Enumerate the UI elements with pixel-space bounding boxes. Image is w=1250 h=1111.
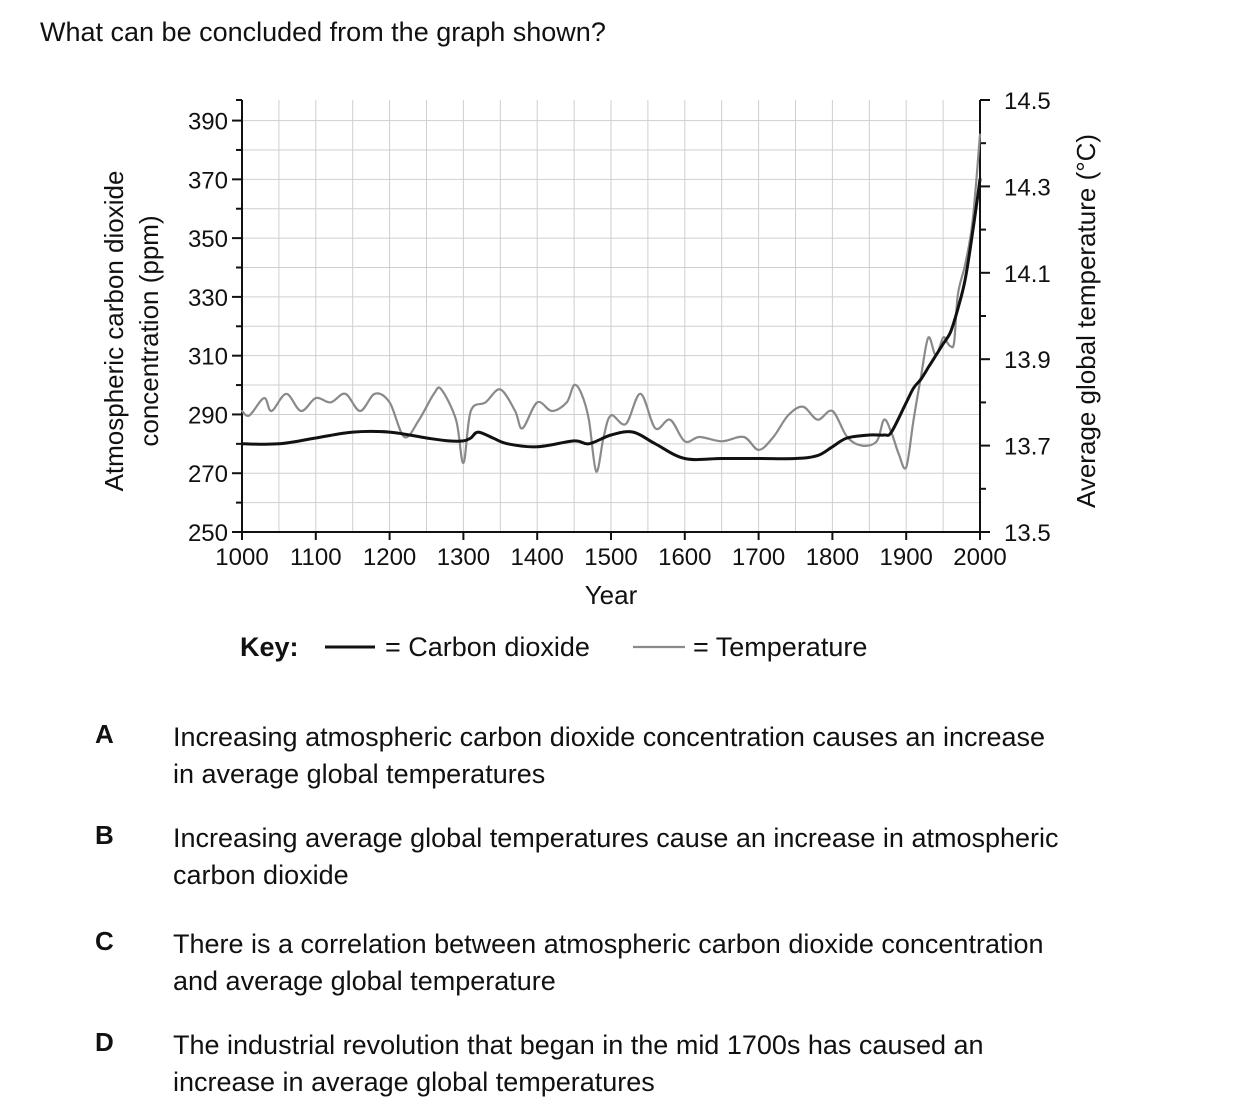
co2-temperature-chart: 250 270 290 310 330 350 370 390 13.5 13.7 13.9 14.1…: [99, 88, 1101, 662]
option-letter: B: [95, 820, 114, 850]
x-tick-label: 2000: [953, 544, 1006, 571]
right-tick-label: 14.1: [1004, 261, 1051, 288]
legend-label-carbon-dioxide: = Carbon dioxide: [385, 632, 590, 662]
option-text: Increasing atmospheric carbon dioxide co…: [173, 722, 1046, 789]
legend-title: Key:: [240, 632, 299, 662]
x-axis-title: Year: [585, 580, 638, 610]
grid-lines: [241, 100, 981, 533]
x-tick-label: 1300: [437, 544, 490, 571]
option-letter: A: [95, 719, 114, 749]
right-tick-label: 13.7: [1004, 434, 1051, 461]
option-text: Increasing average global temperatures c…: [173, 823, 1059, 890]
x-tick-label: 1500: [584, 544, 637, 571]
option-letter: D: [95, 1027, 114, 1057]
left-tick-label: 270: [188, 461, 228, 488]
legend: Key: = Carbon dioxide = Temperature: [240, 632, 867, 662]
left-tick-label: 350: [188, 226, 228, 253]
option-letter: C: [95, 926, 114, 956]
left-tick-label: 310: [188, 344, 228, 371]
left-tick-label: 290: [188, 402, 228, 429]
axes: [232, 99, 990, 540]
x-tick-label: 1000: [215, 544, 268, 571]
option-text: There is a correlation between atmospher…: [173, 929, 1044, 996]
left-tick-label: 370: [188, 167, 228, 194]
left-axis-title-line1: Atmospheric carbon dioxide: [99, 171, 129, 492]
left-tick-label: 390: [188, 109, 228, 136]
x-tick-label: 1400: [511, 544, 564, 571]
x-tick-label: 1700: [732, 544, 785, 571]
question-text: What can be concluded from the graph sho…: [40, 17, 606, 47]
x-tick-label: 1100: [290, 544, 342, 571]
temperature-line: [240, 133, 982, 473]
axis-labels: 250 270 290 310 330 350 370 390 13.5 13.7 13.9 14.1…: [99, 88, 1101, 610]
option-text: The industrial revolution that began in …: [173, 1030, 984, 1097]
right-axis-title: Average global temperature (°C): [1071, 134, 1101, 508]
left-axis-title-line2: concentration (ppm): [134, 215, 164, 446]
right-tick-label: 13.9: [1004, 347, 1051, 374]
left-tick-label: 330: [188, 285, 228, 312]
x-tick-label: 1900: [880, 544, 933, 571]
carbon-dioxide-line: [240, 177, 982, 462]
left-tick-label: 250: [188, 520, 228, 547]
right-tick-label: 14.5: [1004, 88, 1051, 115]
right-tick-label: 14.3: [1004, 174, 1051, 201]
data-series: [240, 133, 982, 473]
x-tick-label: 1600: [658, 544, 711, 571]
right-tick-label: 13.5: [1004, 520, 1051, 547]
x-tick-label: 1800: [806, 544, 859, 571]
legend-label-temperature: = Temperature: [693, 632, 867, 662]
x-tick-label: 1200: [363, 544, 416, 571]
